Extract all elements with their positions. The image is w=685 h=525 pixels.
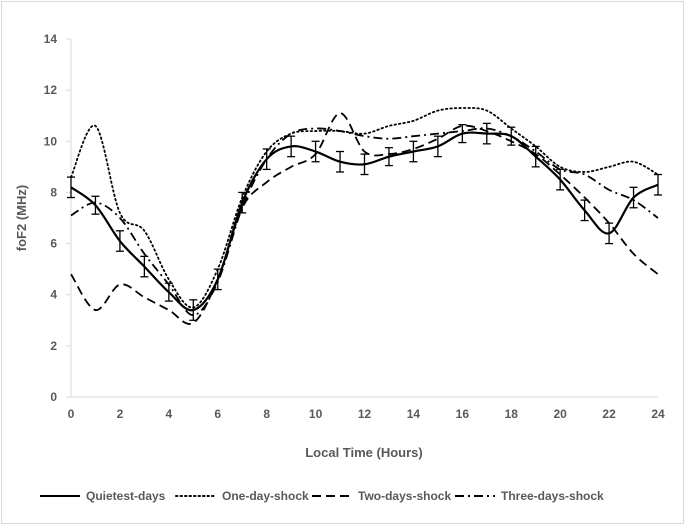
x-tick-label: 6 (214, 407, 221, 421)
legend-label: Three-days-shock (501, 489, 604, 503)
series-line (70, 112, 659, 325)
x-tick-label: 2 (117, 407, 124, 421)
x-tick-label: 4 (165, 407, 172, 421)
series-two-days-shock (70, 112, 659, 325)
x-tick-label: 14 (407, 407, 421, 421)
y-tick-label: 10 (44, 134, 58, 148)
x-tick-label: 20 (553, 407, 567, 421)
y-tick-label: 0 (50, 390, 57, 404)
y-tick-label: 4 (50, 288, 57, 302)
y-axis-label: foF2 (MHz) (14, 185, 29, 251)
legend: Quietest-days One-day-shock Two-days-shock… (40, 489, 604, 503)
legend-label: One-day-shock (222, 489, 309, 503)
x-tick-label: 22 (602, 407, 616, 421)
y-tick-label: 14 (44, 32, 58, 46)
y-tick-label: 2 (50, 339, 57, 353)
series-line (70, 107, 659, 309)
x-tick-label: 12 (358, 407, 372, 421)
x-axis-label: Local Time (Hours) (305, 445, 423, 460)
x-tick-label: 24 (651, 407, 665, 421)
legend-label: Two-days-shock (358, 489, 451, 503)
x-tick-label: 8 (263, 407, 270, 421)
x-tick-label: 18 (505, 407, 519, 421)
x-tick-label: 0 (68, 407, 75, 421)
series-three-days-shock (70, 127, 659, 317)
y-tick-label: 8 (50, 185, 57, 199)
y-tick-label: 6 (50, 237, 57, 251)
series-one-day-shock (70, 107, 659, 309)
x-tick-label: 16 (456, 407, 470, 421)
y-tick-label: 12 (44, 83, 58, 97)
series-line (70, 127, 659, 317)
series-quietest-days (67, 122, 662, 321)
x-tick-label: 10 (309, 407, 323, 421)
legend-label: Quietest-days (86, 489, 166, 503)
